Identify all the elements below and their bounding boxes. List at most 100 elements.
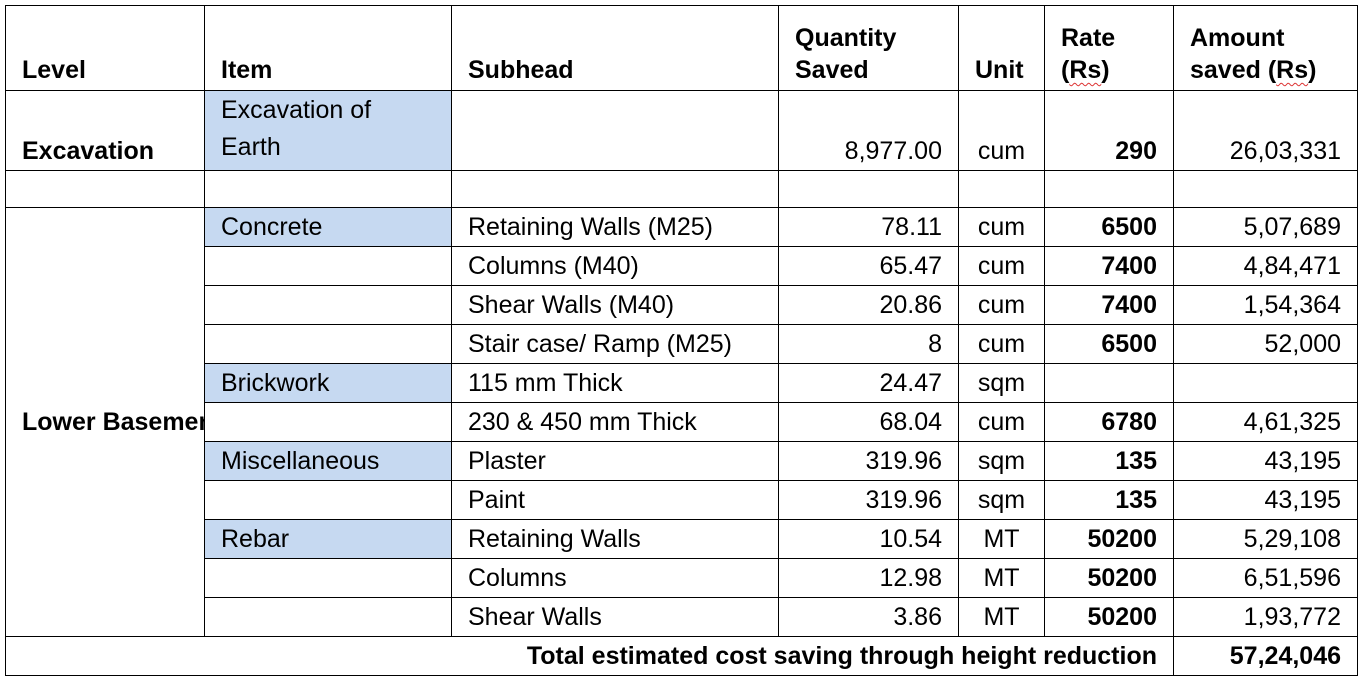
- table-row: Shear Walls (M40) 20.86 cum 7400 1,54,364: [6, 285, 1358, 325]
- table-row: Rebar Retaining Walls 10.54 MT 50200 5,29,108: [6, 519, 1358, 559]
- item-cell: [204, 285, 452, 325]
- quantity-cell: 20.86: [778, 285, 959, 325]
- rate-cell: 135: [1044, 441, 1174, 481]
- amount-cell: 5,29,108: [1173, 519, 1358, 559]
- header-row: Level Item Subhead Quantity Saved Unit R…: [5, 5, 1358, 91]
- item-cell: Rebar: [204, 519, 452, 559]
- unit-cell: sqm: [958, 363, 1045, 403]
- rate-cell: 6500: [1044, 324, 1174, 364]
- item-cell: [204, 558, 452, 598]
- subhead-cell: Shear Walls: [451, 597, 779, 637]
- header-item: Item: [204, 5, 452, 91]
- table-row: 230 & 450 mm Thick 68.04 cum 6780 4,61,325: [6, 402, 1358, 442]
- total-row: Total estimated cost saving through heig…: [5, 636, 1358, 676]
- item-cell: Excavation of Earth: [204, 90, 452, 171]
- item-cell: Concrete: [204, 207, 452, 247]
- quantity-cell: 65.47: [778, 246, 959, 286]
- unit-cell: MT: [958, 558, 1045, 598]
- unit-cell: cum: [958, 90, 1045, 171]
- header-unit: Unit: [958, 5, 1045, 91]
- amount-cell: 1,93,772: [1173, 597, 1358, 637]
- header-amount: Amount saved (Rs): [1173, 5, 1358, 91]
- unit-cell: cum: [958, 324, 1045, 364]
- rate-cell: 7400: [1044, 246, 1174, 286]
- header-level: Level: [5, 5, 205, 91]
- empty-cell: [778, 170, 959, 208]
- quantity-cell: 319.96: [778, 480, 959, 520]
- item-cell: [204, 402, 452, 442]
- total-label: Total estimated cost saving through heig…: [5, 636, 1174, 676]
- header-rate-rs: Rs: [1069, 56, 1102, 84]
- item-cell: [204, 324, 452, 364]
- empty-cell: [1173, 170, 1358, 208]
- amount-cell: 4,84,471: [1173, 246, 1358, 286]
- table-row: Shear Walls 3.86 MT 50200 1,93,772: [6, 597, 1358, 637]
- empty-cell: [1044, 170, 1174, 208]
- level-cell: Lower Basement/ Upper Basement: [5, 207, 205, 637]
- empty-cell: [204, 170, 452, 208]
- rate-cell: 50200: [1044, 597, 1174, 637]
- rate-cell: 135: [1044, 480, 1174, 520]
- subhead-cell: Columns: [451, 558, 779, 598]
- rate-cell: 50200: [1044, 558, 1174, 598]
- quantity-cell: 68.04: [778, 402, 959, 442]
- rate-cell: 6500: [1044, 207, 1174, 247]
- table-row: Miscellaneous Plaster 319.96 sqm 135 43,195: [6, 441, 1358, 481]
- amount-cell: 43,195: [1173, 480, 1358, 520]
- quantity-cell: 319.96: [778, 441, 959, 481]
- table-row: Brickwork 115 mm Thick 24.47 sqm: [6, 363, 1358, 403]
- quantity-cell: 3.86: [778, 597, 959, 637]
- amount-cell: 4,61,325: [1173, 402, 1358, 442]
- quantity-cell: 10.54: [778, 519, 959, 559]
- unit-cell: sqm: [958, 441, 1045, 481]
- unit-cell: MT: [958, 519, 1045, 559]
- amount-cell: 1,54,364: [1173, 285, 1358, 325]
- subhead-cell: Plaster: [451, 441, 779, 481]
- header-subhead: Subhead: [451, 5, 779, 91]
- amount-cell: 43,195: [1173, 441, 1358, 481]
- item-cell: Brickwork: [204, 363, 452, 403]
- subhead-cell: Stair case/ Ramp (M25): [451, 324, 779, 364]
- subhead-cell: [451, 90, 779, 171]
- subhead-cell: 115 mm Thick: [451, 363, 779, 403]
- subhead-cell: Shear Walls (M40): [451, 285, 779, 325]
- unit-cell: cum: [958, 246, 1045, 286]
- empty-cell: [5, 170, 205, 208]
- total-amount: 57,24,046: [1173, 636, 1358, 676]
- unit-cell: sqm: [958, 480, 1045, 520]
- quantity-cell: 24.47: [778, 363, 959, 403]
- amount-cell: 52,000: [1173, 324, 1358, 364]
- spacer-row: [5, 170, 1358, 208]
- amount-cell: 26,03,331: [1173, 90, 1358, 171]
- empty-cell: [451, 170, 779, 208]
- subhead-cell: Columns (M40): [451, 246, 779, 286]
- header-quantity: Quantity Saved: [778, 5, 959, 91]
- quantity-cell: 8: [778, 324, 959, 364]
- subhead-cell: Retaining Walls: [451, 519, 779, 559]
- empty-cell: [958, 170, 1045, 208]
- subhead-cell: 230 & 450 mm Thick: [451, 402, 779, 442]
- subhead-cell: Retaining Walls (M25): [451, 207, 779, 247]
- header-amount-word: Amount saved: [1190, 24, 1285, 84]
- header-amount-rs: Rs: [1276, 56, 1309, 84]
- table-row: Paint 319.96 sqm 135 43,195: [6, 480, 1358, 520]
- header-rate: Rate (Rs): [1044, 5, 1174, 91]
- amount-cell: [1173, 363, 1358, 403]
- amount-cell: 5,07,689: [1173, 207, 1358, 247]
- table-row: Stair case/ Ramp (M25) 8 cum 6500 52,000: [6, 324, 1358, 364]
- level-cell: Excavation: [5, 90, 205, 171]
- item-cell: [204, 597, 452, 637]
- unit-cell: cum: [958, 402, 1045, 442]
- item-cell: [204, 480, 452, 520]
- unit-cell: cum: [958, 285, 1045, 325]
- rate-cell: 7400: [1044, 285, 1174, 325]
- rate-cell: 50200: [1044, 519, 1174, 559]
- unit-cell: cum: [958, 207, 1045, 247]
- rate-cell: 6780: [1044, 402, 1174, 442]
- unit-cell: MT: [958, 597, 1045, 637]
- cost-saving-table: Level Item Subhead Quantity Saved Unit R…: [5, 5, 1358, 676]
- quantity-cell: 12.98: [778, 558, 959, 598]
- quantity-cell: 78.11: [778, 207, 959, 247]
- subhead-cell: Paint: [451, 480, 779, 520]
- table-row: Columns (M40) 65.47 cum 7400 4,84,471: [6, 246, 1358, 286]
